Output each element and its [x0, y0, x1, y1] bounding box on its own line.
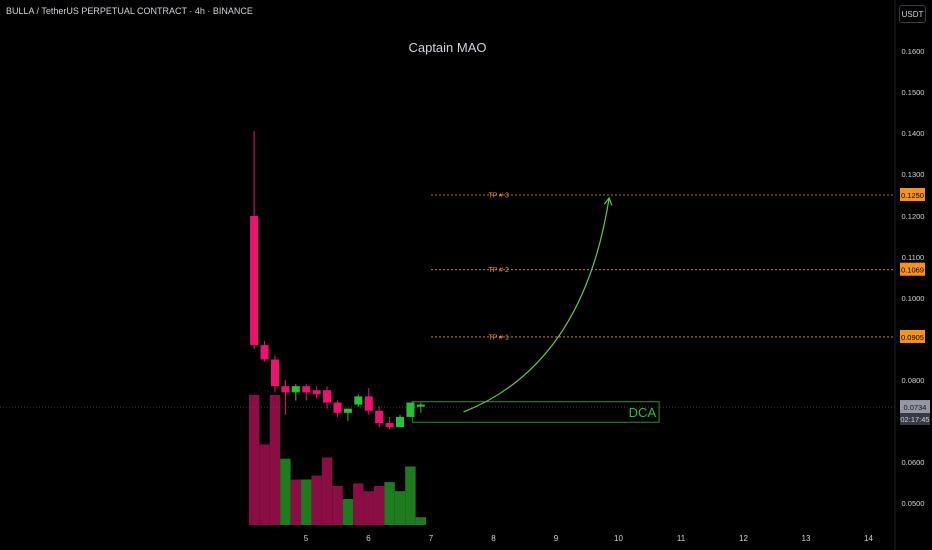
target-label: TP # 3 [488, 193, 509, 200]
target-price-tag [900, 262, 925, 276]
target-price-label: 0.1069 [901, 266, 924, 275]
candle-body [250, 216, 259, 346]
x-tick-label: 9 [554, 534, 559, 543]
candle-body [323, 390, 332, 403]
volume-bar [290, 479, 302, 525]
candle-body [270, 359, 279, 387]
x-tick-label: 11 [677, 534, 686, 543]
candle-body [343, 408, 352, 413]
candle-body [385, 423, 394, 428]
last-price-tag [900, 400, 930, 414]
y-tick-label: 0.1500 [902, 88, 925, 97]
volume-bar [280, 458, 291, 525]
volume-bar [405, 466, 416, 525]
y-tick-label: 0.1600 [902, 47, 925, 56]
volume-bar [415, 517, 427, 525]
volume-bar [259, 444, 270, 525]
volume-bar [248, 395, 260, 525]
volume-bar [311, 475, 322, 525]
y-tick-label: 0.1100 [902, 253, 924, 262]
target-label: TP # 2 [488, 267, 509, 274]
candle-body [291, 386, 300, 393]
volume-bar [363, 491, 374, 525]
projection-arrow [463, 197, 610, 413]
volume-bar [269, 395, 281, 525]
x-tick-label: 14 [864, 534, 873, 543]
x-tick-label: 7 [429, 534, 434, 543]
x-tick-label: 12 [739, 534, 748, 543]
volume-bar [373, 486, 385, 525]
target-price-label: 0.0905 [901, 333, 924, 342]
target-price-tag [900, 329, 925, 343]
volume-bar [353, 483, 364, 525]
candle-body [260, 345, 269, 360]
candle-body [406, 402, 415, 417]
candle-body [354, 396, 363, 405]
volume-bar [321, 457, 333, 525]
author-watermark: Captain MAO [408, 40, 487, 55]
candle-body [396, 416, 405, 428]
x-tick-label: 8 [491, 534, 496, 543]
y-tick-label: 0.1000 [902, 294, 925, 303]
y-tick-label: 0.0800 [902, 376, 925, 385]
volume-bar [332, 486, 343, 525]
y-tick-label: 0.1300 [902, 170, 925, 179]
target-label: TP # 1 [488, 334, 509, 341]
y-tick-label: 0.1400 [902, 129, 925, 138]
bar-countdown: 02:17:45 [900, 413, 930, 425]
volume-bar [342, 499, 354, 525]
target-price-label: 0.1250 [901, 191, 924, 200]
volume-bar [394, 491, 406, 525]
x-tick-label: 13 [802, 534, 811, 543]
x-tick-label: 5 [304, 534, 309, 543]
dca-label: DCA [629, 405, 657, 420]
currency-button[interactable]: USDT [899, 5, 926, 23]
x-tick-label: 10 [614, 534, 623, 543]
candlesticks [250, 130, 425, 430]
candle-body [302, 386, 311, 393]
drawings: TP # 3 TP # 2 TP # 1 DCA [0, 193, 895, 423]
candle-body [375, 410, 384, 424]
candle-body [281, 386, 290, 393]
volume-bars [248, 395, 427, 525]
symbol-title: BULLA / TetherUS PERPETUAL CONTRACT · 4h… [6, 6, 253, 16]
y-tick-label: 0.0600 [902, 458, 925, 467]
candle-body [312, 390, 321, 395]
candle-body [364, 396, 373, 411]
target-price-tag [900, 188, 925, 201]
last-price-label: 0.0734 [904, 403, 927, 412]
candle-body [416, 404, 425, 407]
volume-bar [384, 482, 395, 525]
price-axis: 0.05000.06000.08000.09000.10000.11000.12… [304, 0, 930, 550]
y-tick-label: 0.0500 [902, 499, 925, 508]
arrow-head [603, 196, 613, 206]
y-tick-label: 0.1200 [902, 212, 925, 221]
x-tick-label: 6 [366, 534, 371, 543]
volume-bar [301, 479, 312, 525]
candle-body [333, 402, 342, 413]
dca-box [411, 401, 660, 423]
